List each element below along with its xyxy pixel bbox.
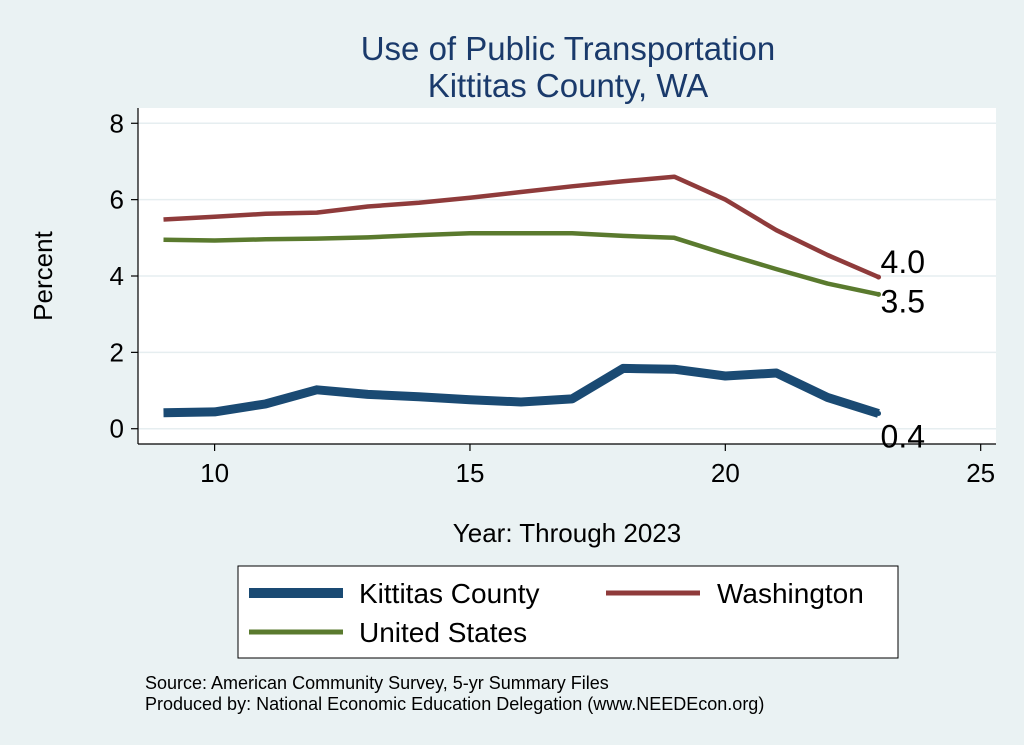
y-axis-title: Percent: [28, 230, 58, 320]
x-tick-label: 10: [200, 458, 229, 488]
series-line-united-states: [163, 230, 879, 297]
series: [163, 174, 882, 418]
y-tick-label: 6: [110, 185, 124, 215]
end-label-kittitas-county: 0.4: [881, 418, 925, 454]
end-labels: 0.4 4.03.5: [881, 244, 925, 454]
y-tick-label: 0: [110, 414, 124, 444]
y-tick-label: 4: [110, 261, 124, 291]
x-tick-label: 15: [456, 458, 485, 488]
x-axis-title: Year: Through 2023: [453, 518, 681, 548]
legend-label-kittitas: Kittitas County: [359, 578, 540, 609]
series-line-washington: [163, 174, 880, 280]
y-tick-label: 8: [110, 108, 124, 138]
producer-note: Produced by: National Economic Education…: [145, 694, 764, 714]
chart-title-line1: Use of Public Transportation: [361, 30, 776, 67]
end-label-washington: 4.0: [881, 244, 925, 280]
x-tick-label: 20: [711, 458, 740, 488]
x-tick-label: 25: [966, 458, 995, 488]
ticks: 0 2 4 6 8 10 15 20 25: [110, 108, 996, 488]
source-note: Source: American Community Survey, 5-yr …: [145, 673, 609, 693]
gridlines: [138, 122, 996, 430]
series-end-marker-united-states: [876, 291, 882, 297]
legend-label-united-states: United States: [359, 617, 527, 648]
chart-title-line2: Kittitas County, WA: [428, 67, 709, 104]
legend-label-washington: Washington: [717, 578, 864, 609]
legend: Kittitas County Washington United States: [237, 565, 899, 659]
series-end-marker-washington: [876, 274, 882, 280]
series-end-marker-kittitas-county: [876, 410, 882, 416]
y-tick-label: 2: [110, 337, 124, 367]
end-label-united-states: 3.5: [881, 283, 925, 319]
series-line-kittitas-county: [163, 363, 880, 418]
legend-box: [237, 565, 899, 659]
